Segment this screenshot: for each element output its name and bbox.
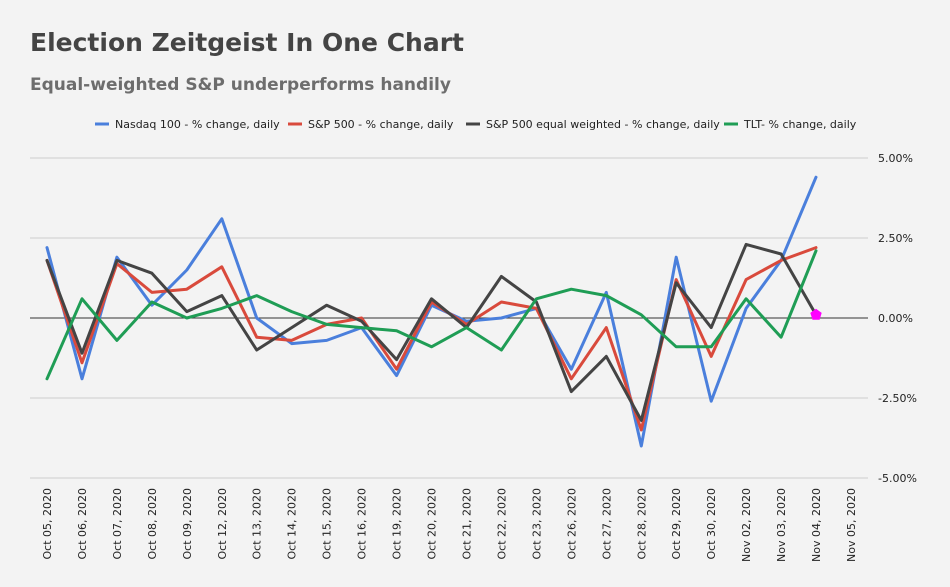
chart-series [45, 175, 818, 448]
x-tick-label: Oct 06, 2020 [76, 488, 89, 560]
x-tick-label: Oct 29, 2020 [670, 488, 683, 560]
y-tick-label: -5.00% [878, 472, 917, 485]
legend-label: Nasdaq 100 - % change, daily [115, 118, 280, 131]
y-tick-label: 5.00% [878, 152, 913, 165]
y-axis-labels: 5.00% 2.50% 0.00% -2.50% -5.00% [878, 152, 917, 485]
chart-legend: Nasdaq 100 - % change, daily S&P 500 - % … [95, 118, 857, 131]
chart-annotations [810, 308, 822, 320]
x-tick-label: Nov 04, 2020 [810, 488, 823, 562]
x-tick-label: Oct 30, 2020 [705, 488, 718, 560]
legend-label: S&P 500 - % change, daily [308, 118, 454, 131]
x-tick-label: Oct 09, 2020 [181, 488, 194, 560]
y-tick-label: -2.50% [878, 392, 917, 405]
pentagon-marker [810, 308, 822, 320]
x-tick-label: Oct 26, 2020 [565, 488, 578, 560]
x-tick-label: Oct 20, 2020 [426, 488, 439, 560]
chart-title: Election Zeitgeist In One Chart [30, 28, 464, 57]
x-tick-label: Nov 05, 2020 [845, 488, 858, 562]
x-tick-label: Oct 28, 2020 [635, 488, 648, 560]
x-tick-label: Oct 07, 2020 [111, 488, 124, 560]
x-tick-label: Oct 14, 2020 [286, 488, 299, 560]
y-tick-label: 2.50% [878, 232, 913, 245]
x-tick-label: Nov 02, 2020 [740, 488, 753, 562]
x-tick-label: Oct 08, 2020 [146, 488, 159, 560]
x-tick-label: Oct 27, 2020 [600, 488, 613, 560]
series-line-4 [45, 249, 818, 381]
y-tick-label: 0.00% [878, 312, 913, 325]
x-tick-label: Oct 13, 2020 [251, 488, 264, 560]
x-tick-label: Oct 22, 2020 [495, 488, 508, 560]
x-tick-label: Oct 05, 2020 [41, 488, 54, 560]
x-tick-label: Oct 21, 2020 [460, 488, 473, 560]
series-line-3 [45, 242, 818, 422]
legend-label: TLT- % change, daily [743, 118, 857, 131]
chart-subtitle: Equal-weighted S&P underperforms handily [30, 75, 451, 95]
x-tick-label: Oct 23, 2020 [530, 488, 543, 560]
series-line-2 [45, 246, 818, 432]
series-line-1 [45, 175, 818, 448]
x-tick-label: Oct 16, 2020 [356, 488, 369, 560]
x-axis-labels: Oct 05, 2020 Oct 06, 2020 Oct 07, 2020 Oct … [41, 488, 858, 562]
x-tick-label: Oct 19, 2020 [391, 488, 404, 560]
legend-label: S&P 500 equal weighted - % change, daily [486, 118, 720, 131]
x-tick-label: Nov 03, 2020 [775, 488, 788, 562]
chart-gridlines [30, 157, 868, 479]
x-tick-label: Oct 12, 2020 [216, 488, 229, 560]
x-tick-label: Oct 15, 2020 [321, 488, 334, 560]
